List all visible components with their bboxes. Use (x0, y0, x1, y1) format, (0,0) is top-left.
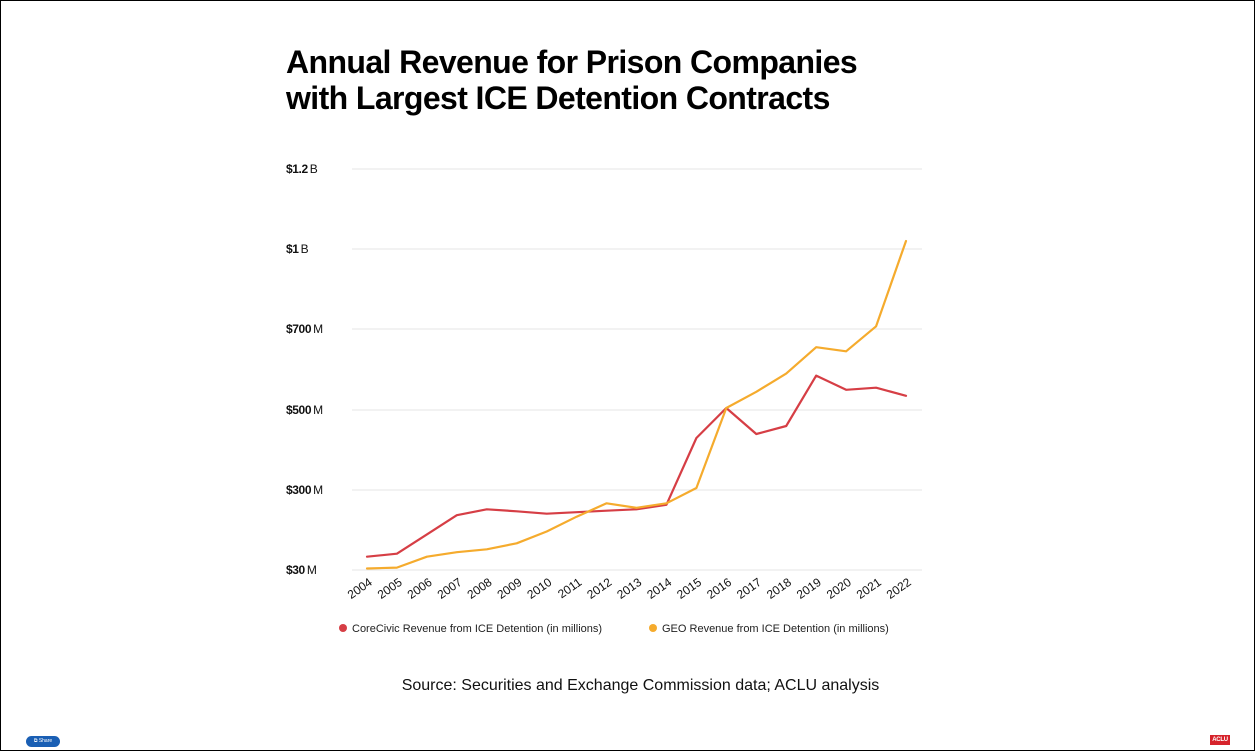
x-tick-label: 2014 (644, 575, 674, 602)
aclu-logo: ACLU (1210, 735, 1230, 745)
y-tick-label: $30 M (286, 563, 317, 577)
share-button[interactable]: ⧉ Share (26, 736, 60, 747)
y-tick-label: $300 M (286, 483, 323, 497)
share-icon: ⧉ (33, 738, 39, 744)
series-line-corecivic (365, 374, 908, 558)
x-tick-label: 2015 (674, 575, 704, 602)
x-tick-label: 2005 (375, 575, 405, 602)
x-tick-label: 2018 (764, 575, 794, 602)
x-tick-label: 2004 (345, 575, 375, 602)
y-tick-label: $500 M (286, 403, 323, 417)
x-tick-label: 2021 (854, 575, 884, 602)
y-tick-label: $700 M (286, 322, 323, 336)
y-tick-label: $1.2 B (286, 162, 318, 176)
legend-marker (339, 624, 347, 632)
source-note: Source: Securities and Exchange Commissi… (401, 677, 880, 694)
x-tick-label: 2013 (614, 575, 644, 602)
x-tick-label: 2007 (435, 575, 465, 602)
x-tick-label: 2008 (465, 575, 495, 602)
x-tick-label: 2022 (884, 575, 914, 602)
x-tick-label: 2010 (524, 575, 554, 602)
x-tick-label: 2020 (824, 575, 854, 602)
legend-entry: CoreCivic Revenue from ICE Detention (in… (352, 623, 602, 635)
legend-marker (649, 624, 657, 632)
chart-title-line-2: with Largest ICE Detention Contracts (286, 80, 830, 116)
legend-entry: GEO Revenue from ICE Detention (in milli… (662, 623, 889, 635)
x-tick-label: 2012 (584, 575, 614, 602)
x-tick-label: 2009 (495, 575, 525, 602)
x-tick-label: 2017 (734, 575, 764, 602)
x-tick-label: 2016 (704, 575, 734, 602)
share-label: Share (38, 738, 53, 744)
series-line-geo (365, 239, 908, 570)
y-tick-label: $1 B (286, 242, 309, 256)
x-tick-label: 2019 (794, 575, 824, 602)
chart-title: Annual Revenue for Prison Companies with… (286, 44, 986, 116)
x-tick-label: 2011 (555, 575, 584, 601)
chart-title-line-1: Annual Revenue for Prison Companies (286, 44, 858, 80)
x-tick-label: 2006 (405, 575, 435, 602)
